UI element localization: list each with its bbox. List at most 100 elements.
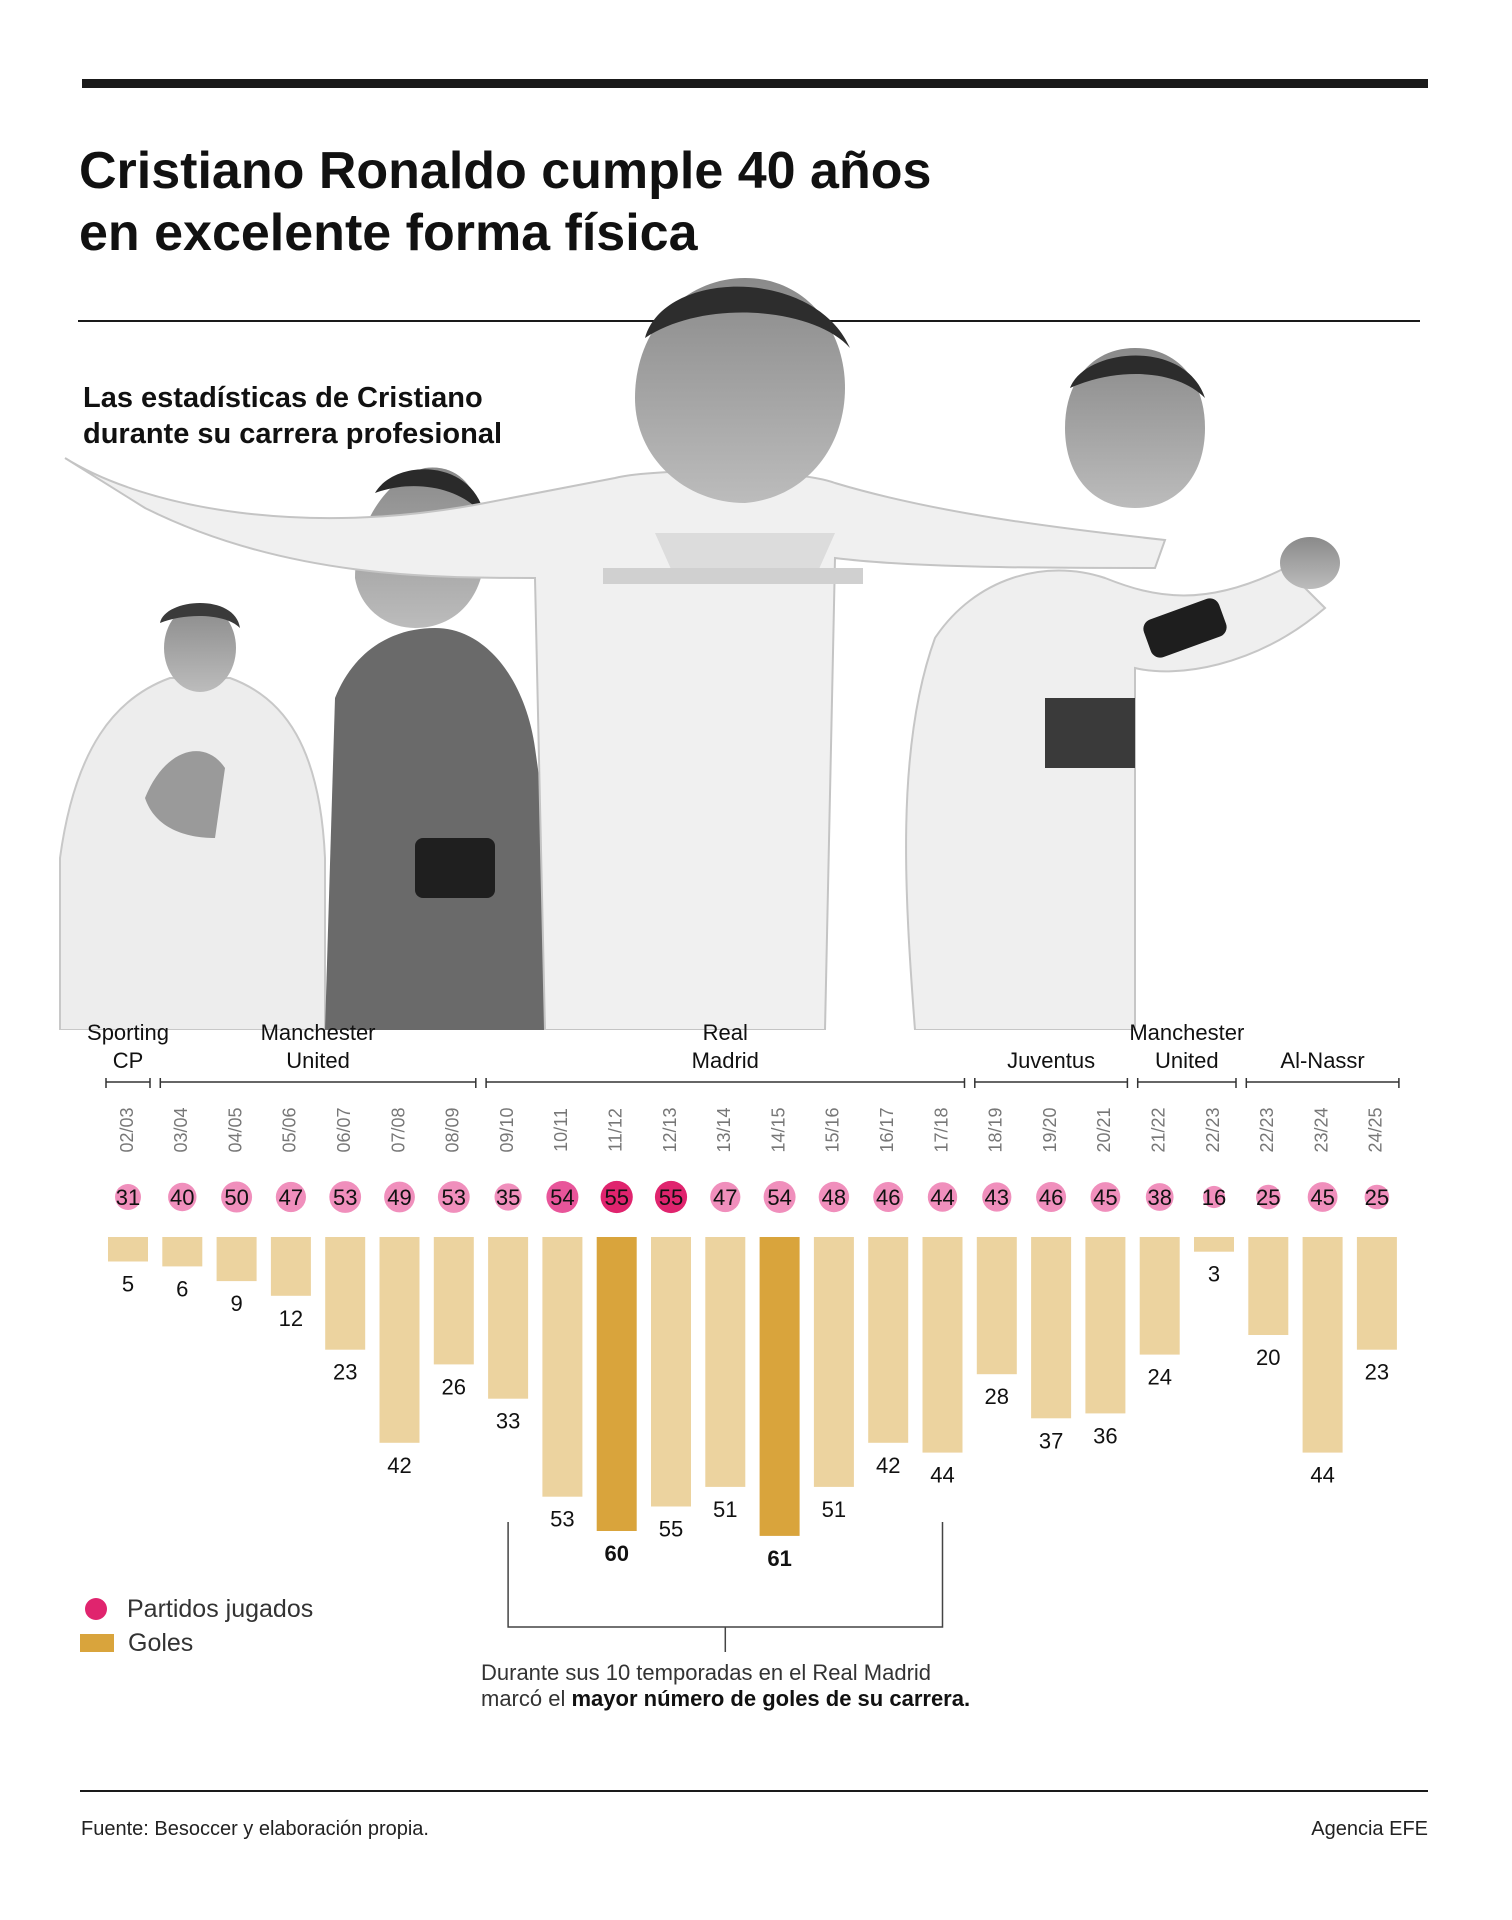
club-label-line2: CP (113, 1048, 144, 1073)
season-label: 17/18 (931, 1107, 951, 1152)
club-label-line2: United (286, 1048, 350, 1073)
goals-value-label: 3 (1208, 1262, 1220, 1287)
goals-value-label: 9 (230, 1291, 242, 1316)
matches-dot (275, 1181, 306, 1213)
matches-value-label: 54 (550, 1185, 574, 1210)
matches-dot (654, 1180, 688, 1214)
legend-matches-swatch (85, 1598, 107, 1620)
matches-value-label: 45 (1310, 1185, 1334, 1210)
goals-bar (705, 1237, 746, 1487)
matches-value-label: 54 (767, 1185, 791, 1210)
goals-value-label: 28 (985, 1384, 1009, 1409)
club-label-line2: Madrid (692, 1048, 759, 1073)
goals-bar (922, 1237, 963, 1453)
matches-value-label: 50 (224, 1185, 248, 1210)
season-label: 16/17 (877, 1107, 897, 1152)
goals-value-label: 23 (333, 1360, 357, 1385)
goals-value-label: 51 (822, 1497, 846, 1522)
matches-dot (763, 1181, 796, 1213)
goals-value-label: 42 (876, 1453, 900, 1478)
matches-value-label: 44 (930, 1185, 954, 1210)
matches-dot (437, 1181, 470, 1213)
matches-dot (1090, 1182, 1121, 1212)
matches-dot (1364, 1184, 1390, 1210)
season-label: 07/08 (388, 1107, 408, 1152)
chart-subtitle: Las estadísticas de Cristiano durante su… (83, 380, 502, 452)
legend-goals-label: Goles (128, 1628, 194, 1657)
season-label: 19/20 (1040, 1107, 1060, 1152)
goals-bar (868, 1237, 909, 1443)
player-figure-3 (64, 278, 1167, 1030)
legend-matches-label: Partidos jugados (127, 1594, 314, 1623)
source-note: Fuente: Besoccer y elaboración propia. (81, 1818, 429, 1840)
matches-dot (927, 1182, 958, 1212)
season-label: 08/09 (443, 1107, 463, 1152)
matches-dot (710, 1181, 741, 1213)
goals-bar (108, 1237, 148, 1262)
annotation-bracket (507, 1522, 944, 1628)
matches-value-label: 25 (1256, 1185, 1280, 1210)
goals-bar (216, 1237, 257, 1282)
real-madrid-annotation: Durante sus 10 temporadas en el Real Mad… (481, 1660, 970, 1712)
top-rule (82, 79, 1428, 88)
legend-item-matches: Partidos jugados (80, 1592, 313, 1626)
goals-value-label: 55 (659, 1517, 683, 1542)
matches-value-label: 48 (822, 1185, 846, 1210)
matches-value-label: 38 (1147, 1185, 1171, 1210)
legend-goals-swatch (80, 1634, 114, 1652)
matches-dot (115, 1184, 141, 1210)
title-line-1: Cristiano Ronaldo cumple 40 años (79, 142, 932, 200)
season-label: 13/14 (714, 1107, 734, 1152)
goals-bar (651, 1237, 691, 1507)
goals-value-label: 26 (442, 1374, 466, 1399)
matches-value-label: 53 (442, 1185, 466, 1210)
goals-value-label: 23 (1365, 1360, 1389, 1385)
goals-value-label: 12 (279, 1306, 303, 1331)
goals-bar (542, 1237, 583, 1497)
matches-dot (168, 1182, 197, 1212)
page-title: Cristiano Ronaldo cumple 40 años en exce… (79, 140, 931, 264)
matches-dot (1307, 1182, 1338, 1212)
footer-rule (80, 1790, 1428, 1792)
matches-value-label: 46 (1039, 1185, 1063, 1210)
club-label-line2: Al-Nassr (1280, 1048, 1364, 1073)
club-label-line1: Real (703, 1020, 748, 1045)
goals-bar (1248, 1237, 1289, 1335)
goals-bar (759, 1237, 800, 1536)
season-label: 18/19 (986, 1107, 1006, 1152)
subtitle-line-1: Las estadísticas de Cristiano (83, 382, 483, 414)
player-figure-1 (59, 603, 326, 1030)
goals-bar (1356, 1237, 1397, 1350)
season-label: 23/24 (1311, 1107, 1331, 1152)
goals-value-label: 61 (767, 1546, 791, 1571)
goals-bar (433, 1237, 474, 1365)
annotation-emphasis: mayor número de goles de su carrera. (571, 1686, 971, 1711)
legend-item-goals: Goles (80, 1626, 313, 1660)
goals-value-label: 60 (604, 1541, 628, 1566)
matches-dot (221, 1181, 253, 1213)
title-line-2: en excelente forma física (79, 204, 698, 262)
season-label: 11/12 (605, 1108, 625, 1152)
chart-legend: Partidos jugados Goles (80, 1592, 313, 1660)
goals-value-label: 53 (550, 1507, 574, 1532)
goals-bar (488, 1237, 529, 1399)
goals-bar (1139, 1237, 1180, 1355)
season-label: 22/23 (1203, 1107, 1223, 1152)
matches-value-label: 55 (659, 1185, 683, 1210)
matches-value-label: 47 (279, 1185, 303, 1210)
club-label-line1: Manchester (1129, 1020, 1244, 1045)
matches-value-label: 49 (387, 1185, 411, 1210)
goals-value-label: 24 (1147, 1365, 1171, 1390)
agency-credit: Agencia EFE (1311, 1818, 1428, 1840)
goals-bar (379, 1237, 420, 1443)
matches-dot (1145, 1183, 1174, 1211)
goals-bar (162, 1237, 203, 1267)
matches-value-label: 47 (713, 1185, 737, 1210)
annotation-line-2: marcó el mayor número de goles de su car… (481, 1686, 970, 1712)
matches-value-label: 46 (876, 1185, 900, 1210)
matches-dot (1256, 1184, 1281, 1210)
player-figure-4 (905, 348, 1340, 1030)
club-label-line2: Juventus (1007, 1048, 1095, 1073)
season-label: 14/15 (768, 1107, 788, 1152)
goals-value-label: 44 (1310, 1463, 1334, 1488)
